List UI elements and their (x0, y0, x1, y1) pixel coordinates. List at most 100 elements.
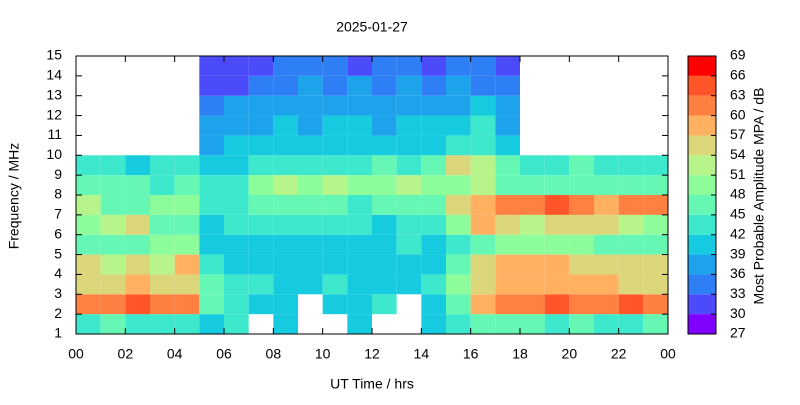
heat-cell (495, 115, 520, 136)
heat-cell (446, 135, 471, 156)
heat-cell (372, 155, 397, 176)
heat-cell (322, 195, 348, 215)
colorbar-tick-label: 69 (730, 47, 746, 63)
heat-cell (224, 95, 249, 116)
heat-cell (100, 294, 126, 315)
heat-cell (224, 195, 249, 215)
heat-cell (150, 195, 175, 215)
heat-cell (273, 115, 298, 136)
heat-cell (495, 155, 520, 176)
heat-cell (421, 195, 446, 215)
heat-cell (248, 214, 274, 235)
heat-cell (421, 314, 446, 334)
y-tick-label: 8 (54, 186, 62, 202)
heat-cell (470, 214, 496, 235)
heat-cell (594, 254, 619, 275)
heat-cell (273, 214, 298, 235)
heat-cell (520, 195, 545, 215)
x-tick-label: 22 (611, 346, 627, 362)
heat-cell (347, 175, 372, 195)
heat-cell (100, 175, 126, 195)
heat-cell (520, 234, 545, 255)
heat-cell (643, 175, 668, 195)
heat-cell (544, 175, 570, 195)
heat-cell (298, 135, 323, 156)
heat-cell (174, 175, 200, 195)
heat-cell (199, 155, 224, 176)
colorbar-tick-label: 51 (730, 166, 746, 182)
heat-cell (150, 274, 175, 295)
heat-cell (125, 234, 150, 255)
heat-cell (372, 294, 397, 315)
heat-cell (495, 195, 520, 215)
heat-cell (347, 294, 372, 315)
heat-cell (76, 274, 101, 295)
heat-cell (273, 254, 298, 275)
heat-cell (273, 95, 298, 116)
heat-cell (174, 294, 200, 315)
heat-cell (421, 234, 446, 255)
heat-cell (421, 56, 446, 76)
colorbar-tick-label: 60 (730, 106, 746, 122)
heat-cell (298, 254, 323, 275)
heat-cell (174, 214, 200, 235)
heat-cell (470, 56, 496, 76)
heat-cell (618, 175, 644, 195)
heat-cell (76, 195, 101, 215)
heat-cell (446, 274, 471, 295)
heat-cell (544, 274, 570, 295)
heat-cell (248, 135, 274, 156)
heat-cell (199, 294, 224, 315)
heat-cell (372, 195, 397, 215)
heat-cell (495, 175, 520, 195)
y-tick-label: 1 (54, 325, 62, 341)
heat-cell (322, 234, 348, 255)
colorbar-tick-label: 33 (730, 285, 746, 301)
heat-cell (446, 75, 471, 96)
heat-cell (174, 155, 200, 176)
y-tick-label: 6 (54, 225, 62, 241)
heat-cell (569, 175, 594, 195)
heat-cell (150, 294, 175, 315)
heat-cell (470, 175, 496, 195)
heat-cell (446, 155, 471, 176)
heat-cell (544, 214, 570, 235)
heat-cell (520, 214, 545, 235)
heat-cell (273, 234, 298, 255)
heat-cell (372, 175, 397, 195)
heat-cell (470, 135, 496, 156)
heat-cell (248, 175, 274, 195)
heat-cell (470, 155, 496, 176)
heat-cell (421, 155, 446, 176)
heat-cell (396, 155, 422, 176)
y-tick-label: 3 (54, 285, 62, 301)
y-tick-label: 7 (54, 206, 62, 222)
y-tick-label: 14 (46, 67, 62, 83)
heat-cell (495, 214, 520, 235)
heat-cell (224, 214, 249, 235)
heat-cell (273, 314, 298, 334)
heat-cell (470, 195, 496, 215)
heat-cell (446, 254, 471, 275)
heat-cell (470, 294, 496, 315)
heat-cell (76, 234, 101, 255)
heat-cell (643, 155, 668, 176)
heat-cell (76, 155, 101, 176)
heat-cell (199, 274, 224, 295)
heat-cell (372, 234, 397, 255)
y-tick-label: 9 (54, 166, 62, 182)
colorbar-tick-label: 27 (730, 325, 746, 341)
heat-cell (446, 95, 471, 116)
heat-cell (544, 155, 570, 176)
heat-cell (224, 234, 249, 255)
colorbar-tick-label: 57 (730, 126, 746, 142)
heat-cell (372, 56, 397, 76)
heat-cell (347, 56, 372, 76)
colorbar-band (688, 274, 716, 295)
colorbar-band (688, 214, 716, 235)
heat-cell (298, 95, 323, 116)
heat-cell (322, 274, 348, 295)
heat-cell (248, 234, 274, 255)
heat-cell (372, 75, 397, 96)
heat-cell (248, 75, 274, 96)
